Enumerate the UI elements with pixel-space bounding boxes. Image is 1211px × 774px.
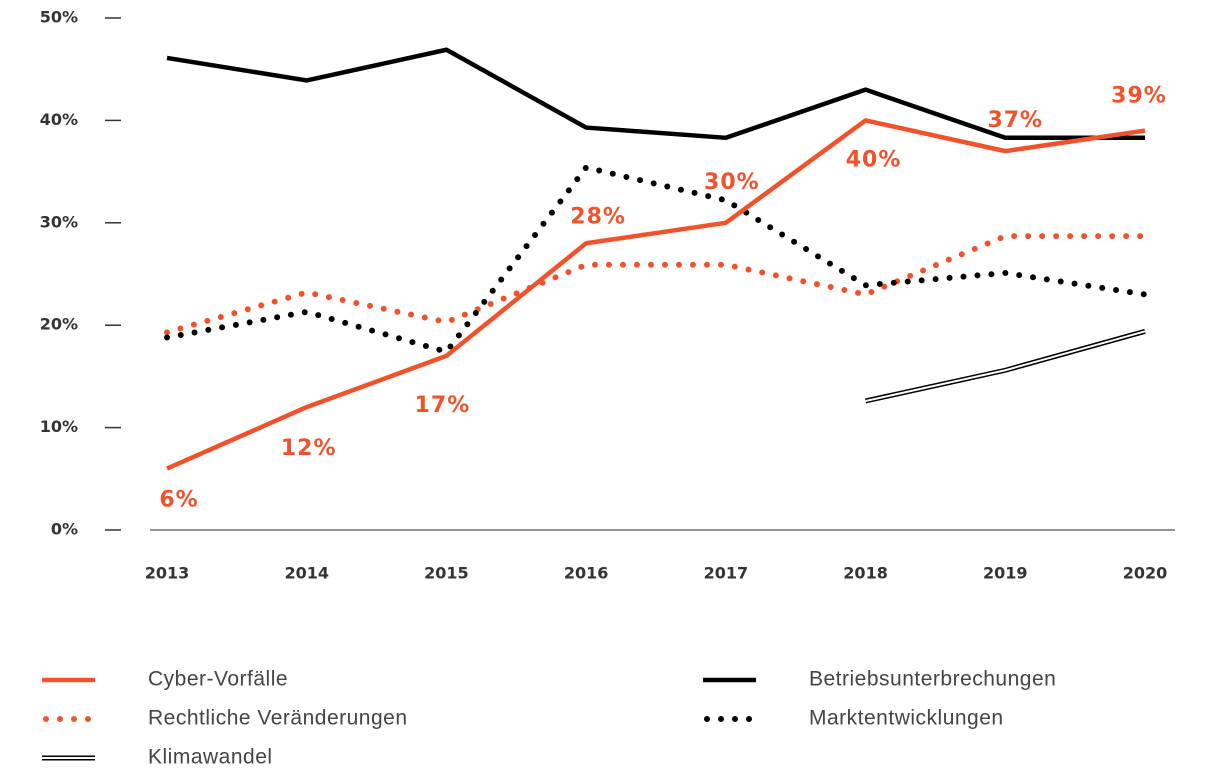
series-line-inner bbox=[865, 330, 1146, 402]
legend-label: Cyber-Vorfälle bbox=[148, 668, 288, 691]
data-label: 12% bbox=[281, 436, 337, 461]
series-line bbox=[164, 164, 1148, 356]
legend-label: Marktentwicklungen bbox=[809, 707, 1004, 730]
data-label: 17% bbox=[415, 393, 471, 418]
x-tick-label: 2019 bbox=[983, 564, 1028, 583]
y-tick-label: 40% bbox=[40, 110, 78, 129]
series-line bbox=[166, 47, 1145, 141]
y-tick-label: 10% bbox=[40, 417, 78, 436]
x-tick-label: 2017 bbox=[704, 564, 749, 583]
data-label: 37% bbox=[987, 108, 1043, 133]
x-tick-label: 2018 bbox=[843, 564, 888, 583]
legend-label: Rechtliche Veränderungen bbox=[148, 707, 408, 730]
x-tick-label: 2020 bbox=[1123, 564, 1168, 583]
x-tick-label: 2013 bbox=[145, 564, 190, 583]
data-label: 6% bbox=[159, 488, 198, 513]
x-tick-label: 2014 bbox=[284, 564, 329, 583]
data-label: 28% bbox=[570, 204, 626, 229]
data-label: 30% bbox=[704, 170, 760, 195]
y-tick-label: 50% bbox=[40, 8, 78, 27]
x-tick-label: 2016 bbox=[564, 564, 609, 583]
data-label: 39% bbox=[1111, 84, 1167, 109]
y-tick-label: 0% bbox=[51, 520, 78, 539]
y-tick-label: 30% bbox=[40, 212, 78, 231]
x-tick-label: 2015 bbox=[424, 564, 469, 583]
y-tick-label: 20% bbox=[40, 315, 78, 334]
legend-label: Klimawandel bbox=[148, 746, 273, 769]
legend-label: Betriebsunterbrechungen bbox=[809, 668, 1056, 691]
series-line bbox=[865, 328, 1146, 404]
series-line bbox=[164, 233, 1148, 336]
series-line bbox=[166, 118, 1146, 471]
data-label: 40% bbox=[846, 147, 902, 172]
